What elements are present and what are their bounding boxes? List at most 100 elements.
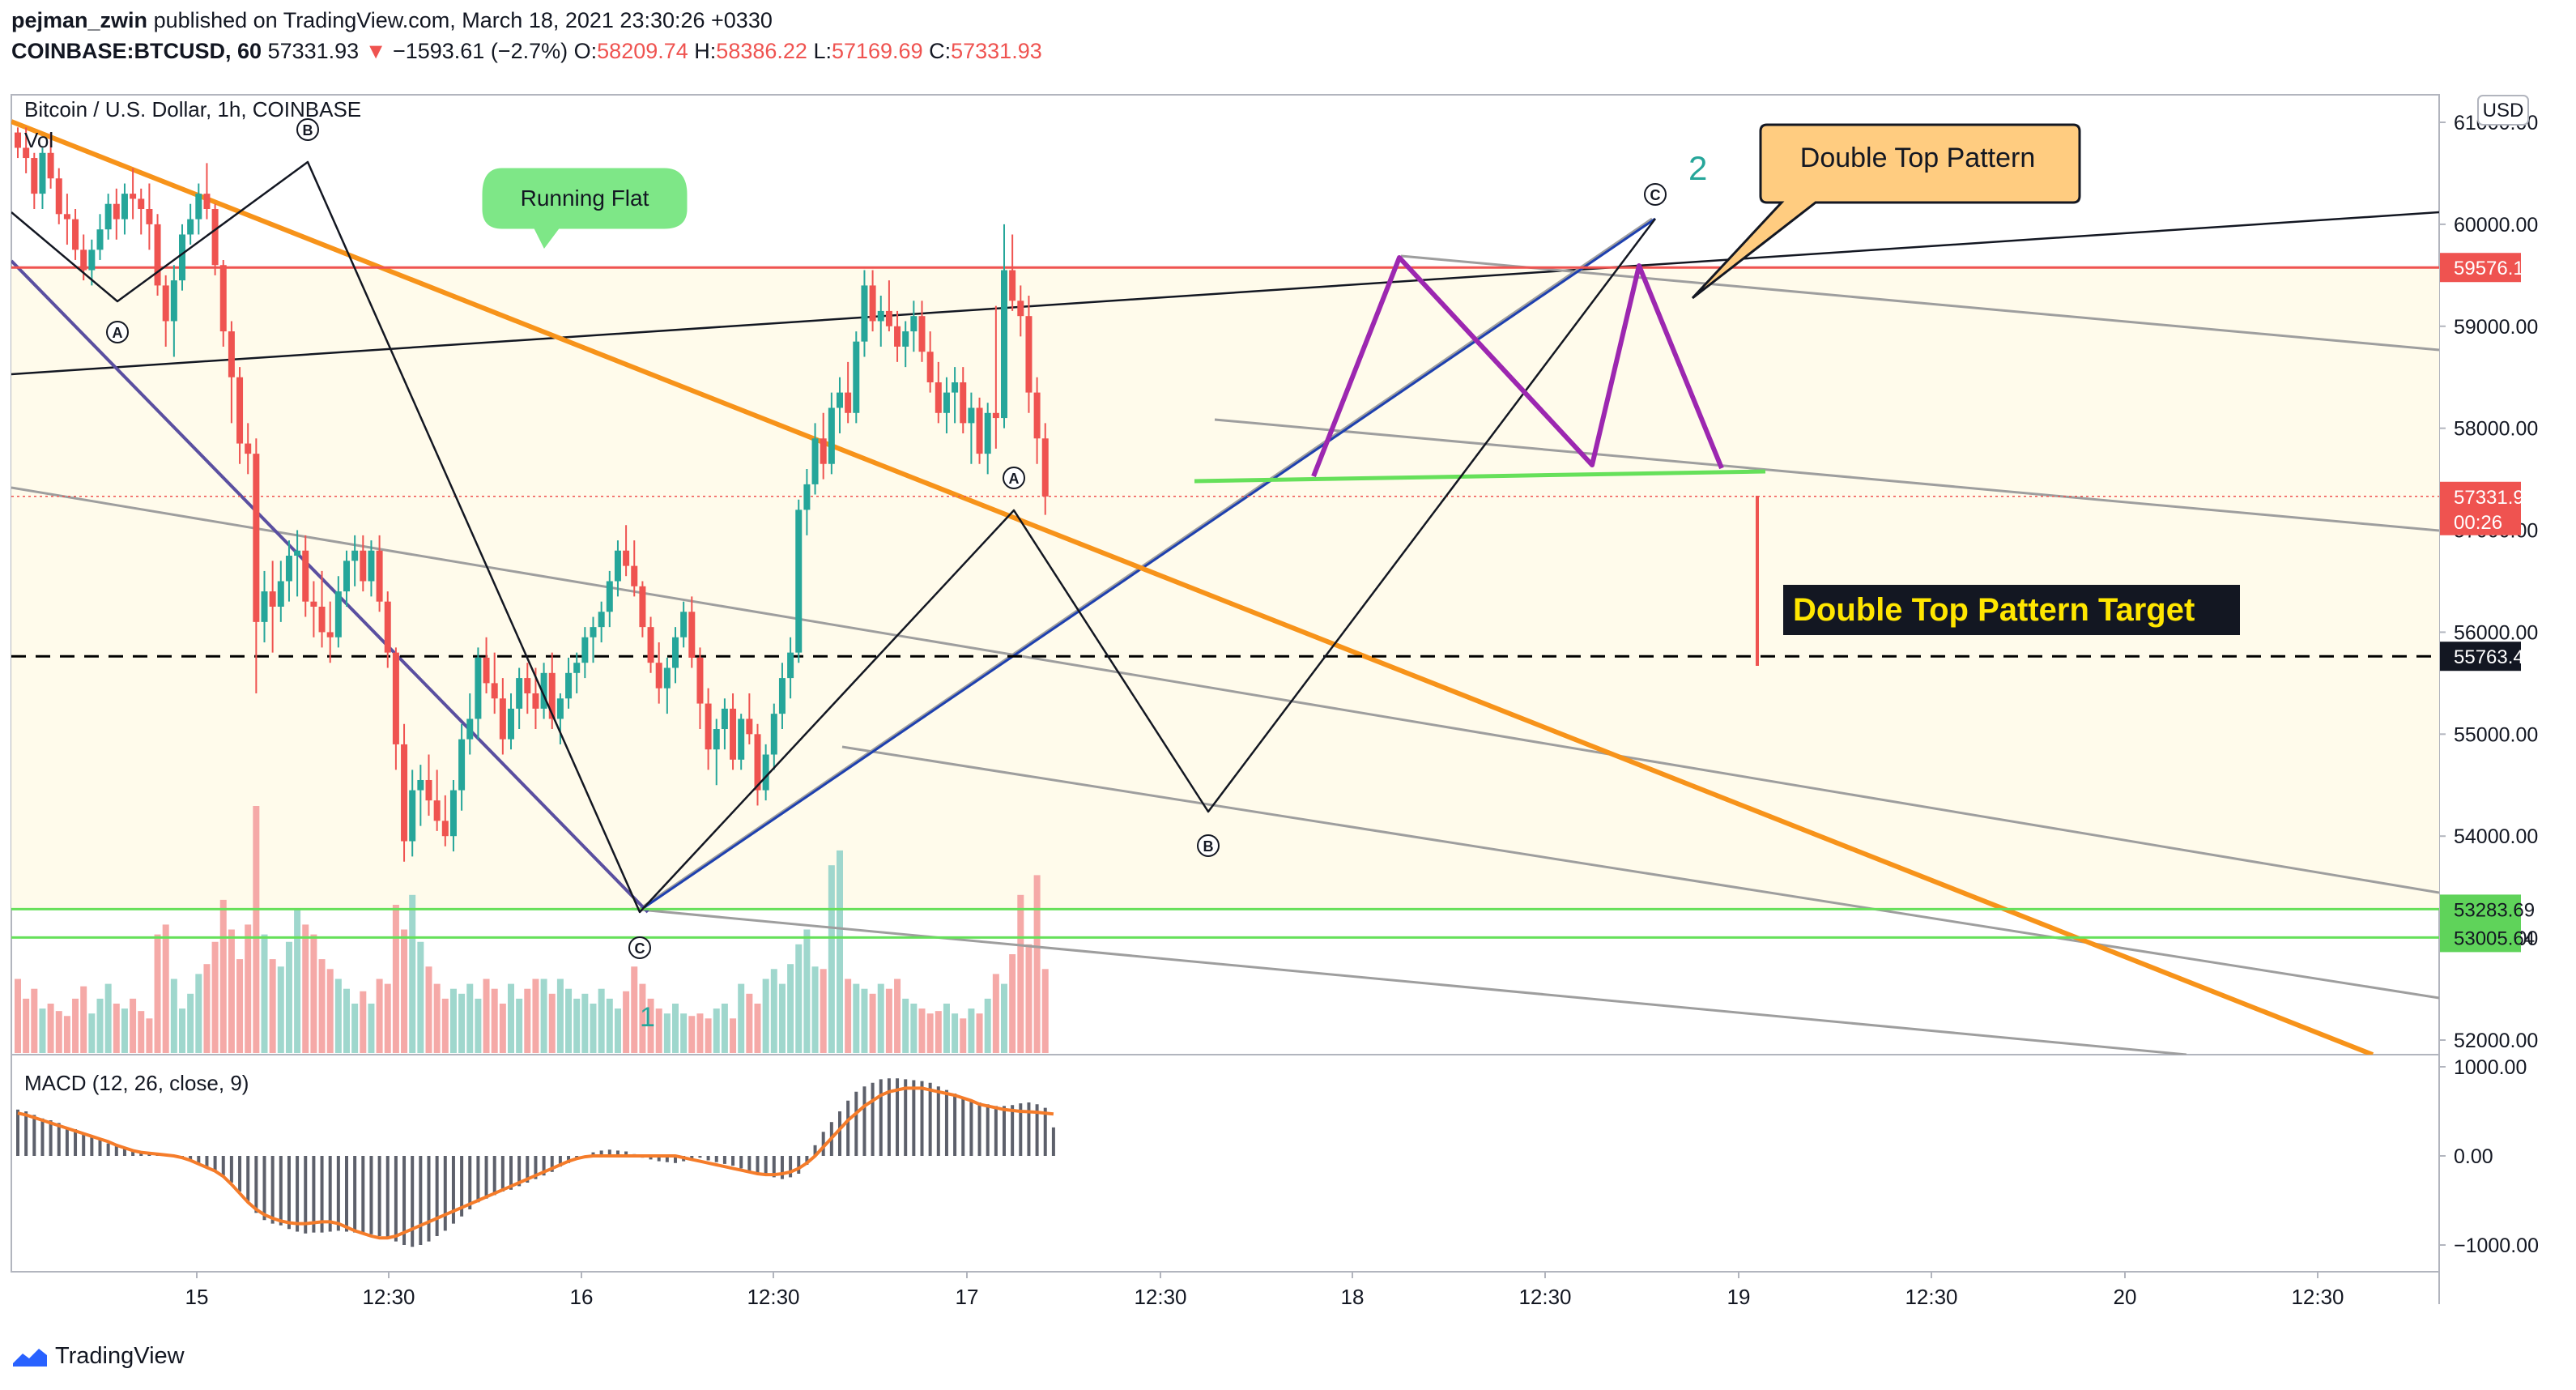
volume-bar (15, 979, 21, 1053)
candle-body (762, 754, 769, 791)
volume-bar (1009, 954, 1016, 1053)
volume-bar (902, 998, 909, 1053)
volume-bar (885, 988, 892, 1053)
price-tick-label: 59000.00 (2454, 316, 2538, 339)
volume-bar (614, 1008, 621, 1053)
tradingview-logo[interactable]: TradingView (11, 1343, 185, 1370)
chart-title: Bitcoin / U.S. Dollar, 1h, COINBASE (24, 97, 361, 122)
channel-line-2 (631, 907, 2187, 1055)
volume-bar (738, 983, 745, 1053)
volume-bar (294, 910, 301, 1053)
candle-body (713, 729, 720, 750)
down-arrow-icon: ▼ (364, 39, 387, 63)
wave-letter-circle (1003, 467, 1025, 489)
wave-2-label: 2 (1688, 149, 1707, 187)
candle-body (360, 550, 367, 582)
volume-bar (121, 1008, 128, 1053)
candle-body (894, 326, 901, 347)
candle-body (590, 627, 597, 637)
candle-body (154, 224, 161, 286)
price-badge (2440, 253, 2521, 283)
candle-body (556, 698, 564, 719)
volume-bar (894, 979, 901, 1053)
candle-body (88, 249, 96, 271)
last-price: 57331.93 (267, 39, 360, 63)
volume-bar (318, 959, 326, 1053)
candle-body (483, 657, 490, 684)
candle-body (952, 382, 959, 393)
published-text: published on TradingView.com, March 18, … (153, 8, 773, 32)
candle-body (770, 714, 777, 755)
macd-tick-label: 1000.00 (2454, 1056, 2527, 1079)
price-badge (2440, 894, 2521, 924)
volume-bar (960, 1018, 967, 1053)
wave-letter-circle (1197, 834, 1220, 857)
candle-body (639, 586, 646, 628)
volume-bar (680, 1013, 688, 1053)
price-tick-label: 55000.00 (2454, 723, 2538, 746)
candle-body (401, 744, 408, 842)
candle-body (449, 790, 457, 837)
volume-bar (606, 998, 613, 1053)
price-badge-countdown: 00:26 (2454, 512, 2502, 534)
low-value: 57169.69 (831, 39, 923, 63)
candle-body (302, 550, 309, 602)
macd-signal-line (17, 1086, 1054, 1240)
volume-bar (623, 991, 630, 1053)
volume-bar (162, 924, 169, 1053)
volume-bar (631, 966, 638, 1053)
volume-bar (639, 983, 646, 1053)
candle-body (253, 454, 260, 622)
candle-body (475, 657, 482, 719)
neckline (1194, 469, 1766, 484)
volume-bar (47, 1004, 54, 1053)
candle-body (721, 708, 728, 730)
candle-body (491, 683, 498, 699)
candle-body (918, 316, 926, 352)
price-badge-value: 53283.69 (2454, 899, 2535, 921)
candle-body (688, 612, 696, 658)
candle-body (376, 550, 383, 602)
candle-body (573, 663, 581, 673)
candle-body (910, 316, 918, 332)
volume-bar (245, 924, 252, 1053)
candle-body (960, 382, 967, 424)
volume-bar (146, 1018, 153, 1053)
volume-bar (277, 966, 284, 1053)
candle-body (803, 484, 811, 510)
candle-body (425, 779, 432, 801)
volume-bar (581, 993, 589, 1053)
time-tick-label: 12:30 (1518, 1285, 1571, 1309)
macd-label: MACD (12, 26, close, 9) (24, 1071, 249, 1095)
candle-body (926, 352, 934, 383)
time-tick-label: 15 (185, 1285, 209, 1309)
candle-body (47, 152, 54, 179)
high-value: 58386.22 (716, 39, 807, 63)
candle-body (1017, 301, 1024, 317)
volume-bar (261, 934, 268, 1053)
volume-bar (203, 964, 211, 1053)
candle-body (104, 203, 112, 230)
volume-bar (154, 934, 161, 1053)
target-label-text: Double Top Pattern Target (1793, 592, 2195, 628)
volume-bar (187, 993, 194, 1053)
candle-body (294, 550, 301, 556)
wave-letter: A (1009, 471, 1020, 487)
volume-bar (491, 988, 498, 1053)
time-tick-label: 12:30 (747, 1285, 799, 1309)
volume-bar (655, 1008, 662, 1053)
candle-body (195, 194, 202, 220)
author-name[interactable]: pejman_zwin (11, 8, 148, 32)
time-tick-label: 16 (570, 1285, 594, 1309)
price-tick-label: 58000.00 (2454, 418, 2538, 441)
volume-bar (326, 969, 334, 1053)
volume-bar (113, 1004, 120, 1053)
volume-bar (475, 998, 482, 1053)
volume-bar (508, 983, 514, 1053)
candle-body (968, 407, 975, 424)
candle-body (96, 229, 104, 250)
volume-bar (1017, 894, 1024, 1053)
volume-bar (746, 993, 753, 1053)
volume-bar (837, 850, 843, 1053)
